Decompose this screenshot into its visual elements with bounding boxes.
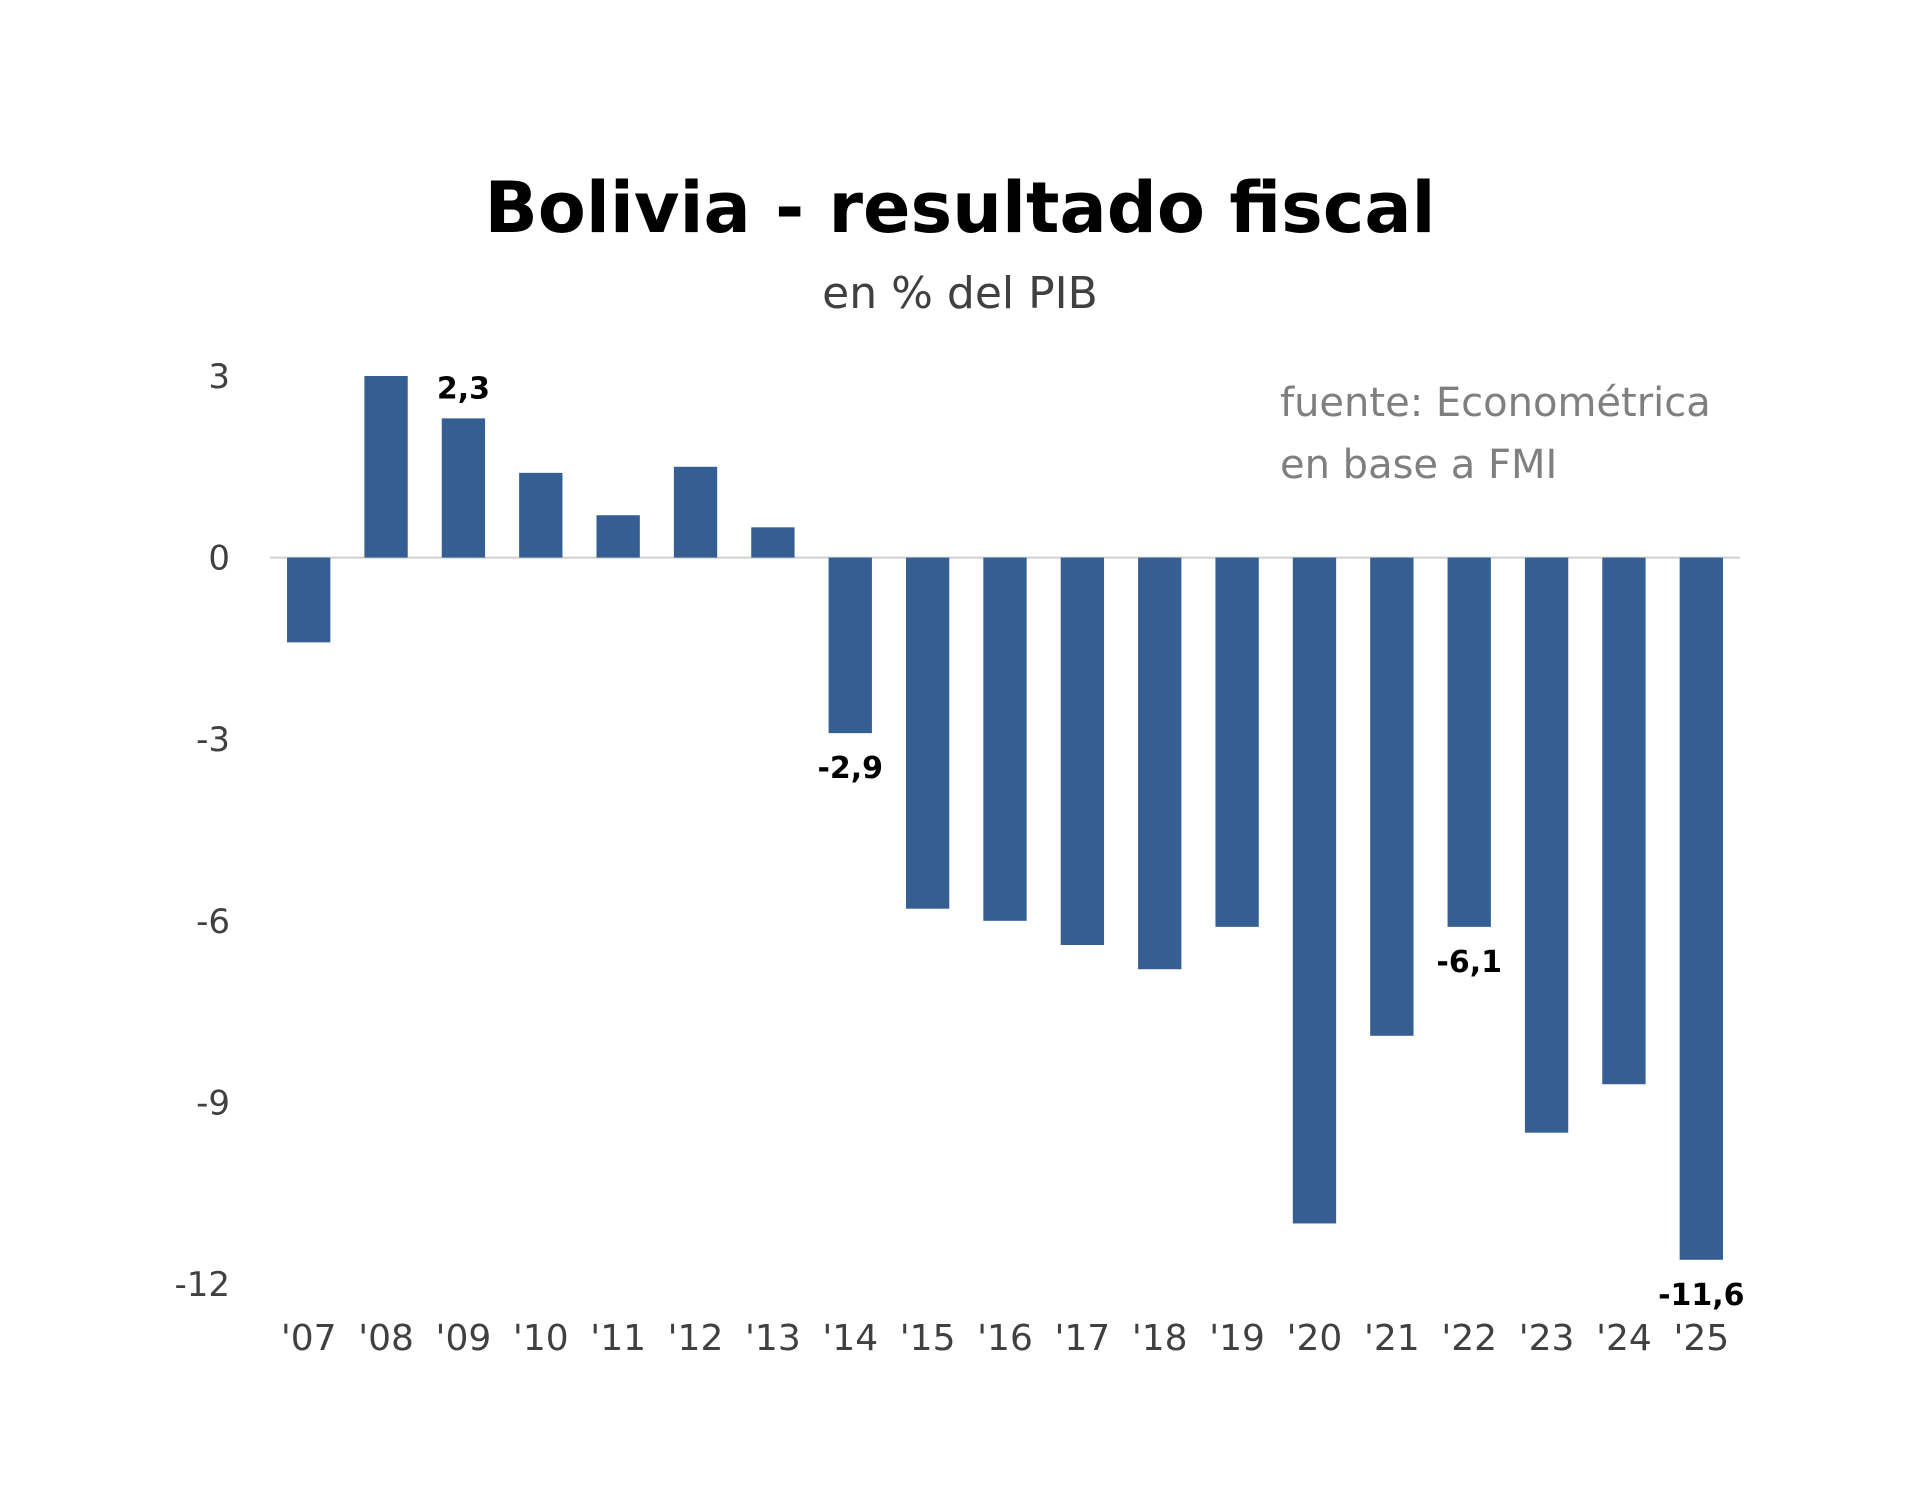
data-label: -6,1 bbox=[1436, 945, 1502, 980]
x-tick-label: '14 bbox=[822, 1318, 878, 1359]
data-label: -2,9 bbox=[817, 751, 883, 786]
bar bbox=[1215, 557, 1259, 927]
bar bbox=[751, 527, 795, 558]
x-tick-label: '21 bbox=[1364, 1318, 1420, 1359]
bar bbox=[828, 557, 872, 734]
bar bbox=[441, 418, 486, 558]
x-tick-label: '19 bbox=[1209, 1318, 1265, 1359]
y-tick-label: 0 bbox=[208, 539, 230, 579]
bar bbox=[1292, 557, 1337, 1224]
data-label: 2,3 bbox=[437, 371, 490, 406]
y-tick-label: -12 bbox=[174, 1265, 230, 1305]
source-note-line-2: en base a FMI bbox=[1280, 442, 1557, 488]
bar bbox=[673, 466, 718, 558]
y-tick-label: 3 bbox=[208, 357, 230, 397]
bar bbox=[1447, 557, 1491, 927]
bar bbox=[1060, 557, 1105, 946]
data-label: -11,6 bbox=[1658, 1278, 1744, 1313]
x-tick-label: '07 bbox=[281, 1318, 337, 1359]
y-tick-label: -6 bbox=[196, 902, 230, 942]
data-labels: 2,3 -2,9 -6,1 -11,6 bbox=[437, 371, 1745, 1312]
bar bbox=[1138, 557, 1182, 970]
x-tick-label: '23 bbox=[1519, 1318, 1575, 1359]
x-tick-label: '13 bbox=[745, 1318, 801, 1359]
x-tick-label: '09 bbox=[436, 1318, 492, 1359]
bar bbox=[983, 557, 1027, 921]
x-tick-label: '22 bbox=[1441, 1318, 1497, 1359]
chart-title: Bolivia - resultado fiscal bbox=[484, 167, 1435, 249]
bar bbox=[1370, 557, 1414, 1036]
x-tick-label: '18 bbox=[1132, 1318, 1188, 1359]
bar bbox=[1679, 557, 1723, 1260]
y-tick-label: -9 bbox=[196, 1083, 230, 1123]
bar bbox=[905, 557, 950, 909]
bar bbox=[364, 376, 408, 558]
x-axis: '07 '08 '09 '10 '11 '12 '13 '14 '15 '16 '17 '18 '19 '… bbox=[281, 1318, 1729, 1359]
bar bbox=[1524, 557, 1569, 1133]
x-tick-label: '11 bbox=[590, 1318, 646, 1359]
x-tick-label: '20 bbox=[1287, 1318, 1343, 1359]
x-tick-label: '12 bbox=[668, 1318, 724, 1359]
bar bbox=[519, 472, 563, 558]
bar bbox=[287, 557, 331, 643]
chart-subtitle: en % del PIB bbox=[822, 268, 1098, 319]
bars bbox=[287, 376, 1723, 1260]
x-tick-label: '25 bbox=[1673, 1318, 1729, 1359]
source-note-line-1: fuente: Econométrica bbox=[1280, 380, 1711, 426]
x-tick-label: '16 bbox=[977, 1318, 1033, 1359]
x-tick-label: '24 bbox=[1596, 1318, 1652, 1359]
bar bbox=[596, 515, 640, 558]
x-tick-label: '10 bbox=[513, 1318, 569, 1359]
x-tick-label: '17 bbox=[1055, 1318, 1111, 1359]
y-axis: 3 0 -3 -6 -9 -12 bbox=[174, 357, 230, 1305]
x-tick-label: '08 bbox=[358, 1318, 414, 1359]
bar bbox=[1602, 557, 1646, 1085]
y-tick-label: -3 bbox=[196, 720, 230, 760]
x-tick-label: '15 bbox=[900, 1318, 956, 1359]
